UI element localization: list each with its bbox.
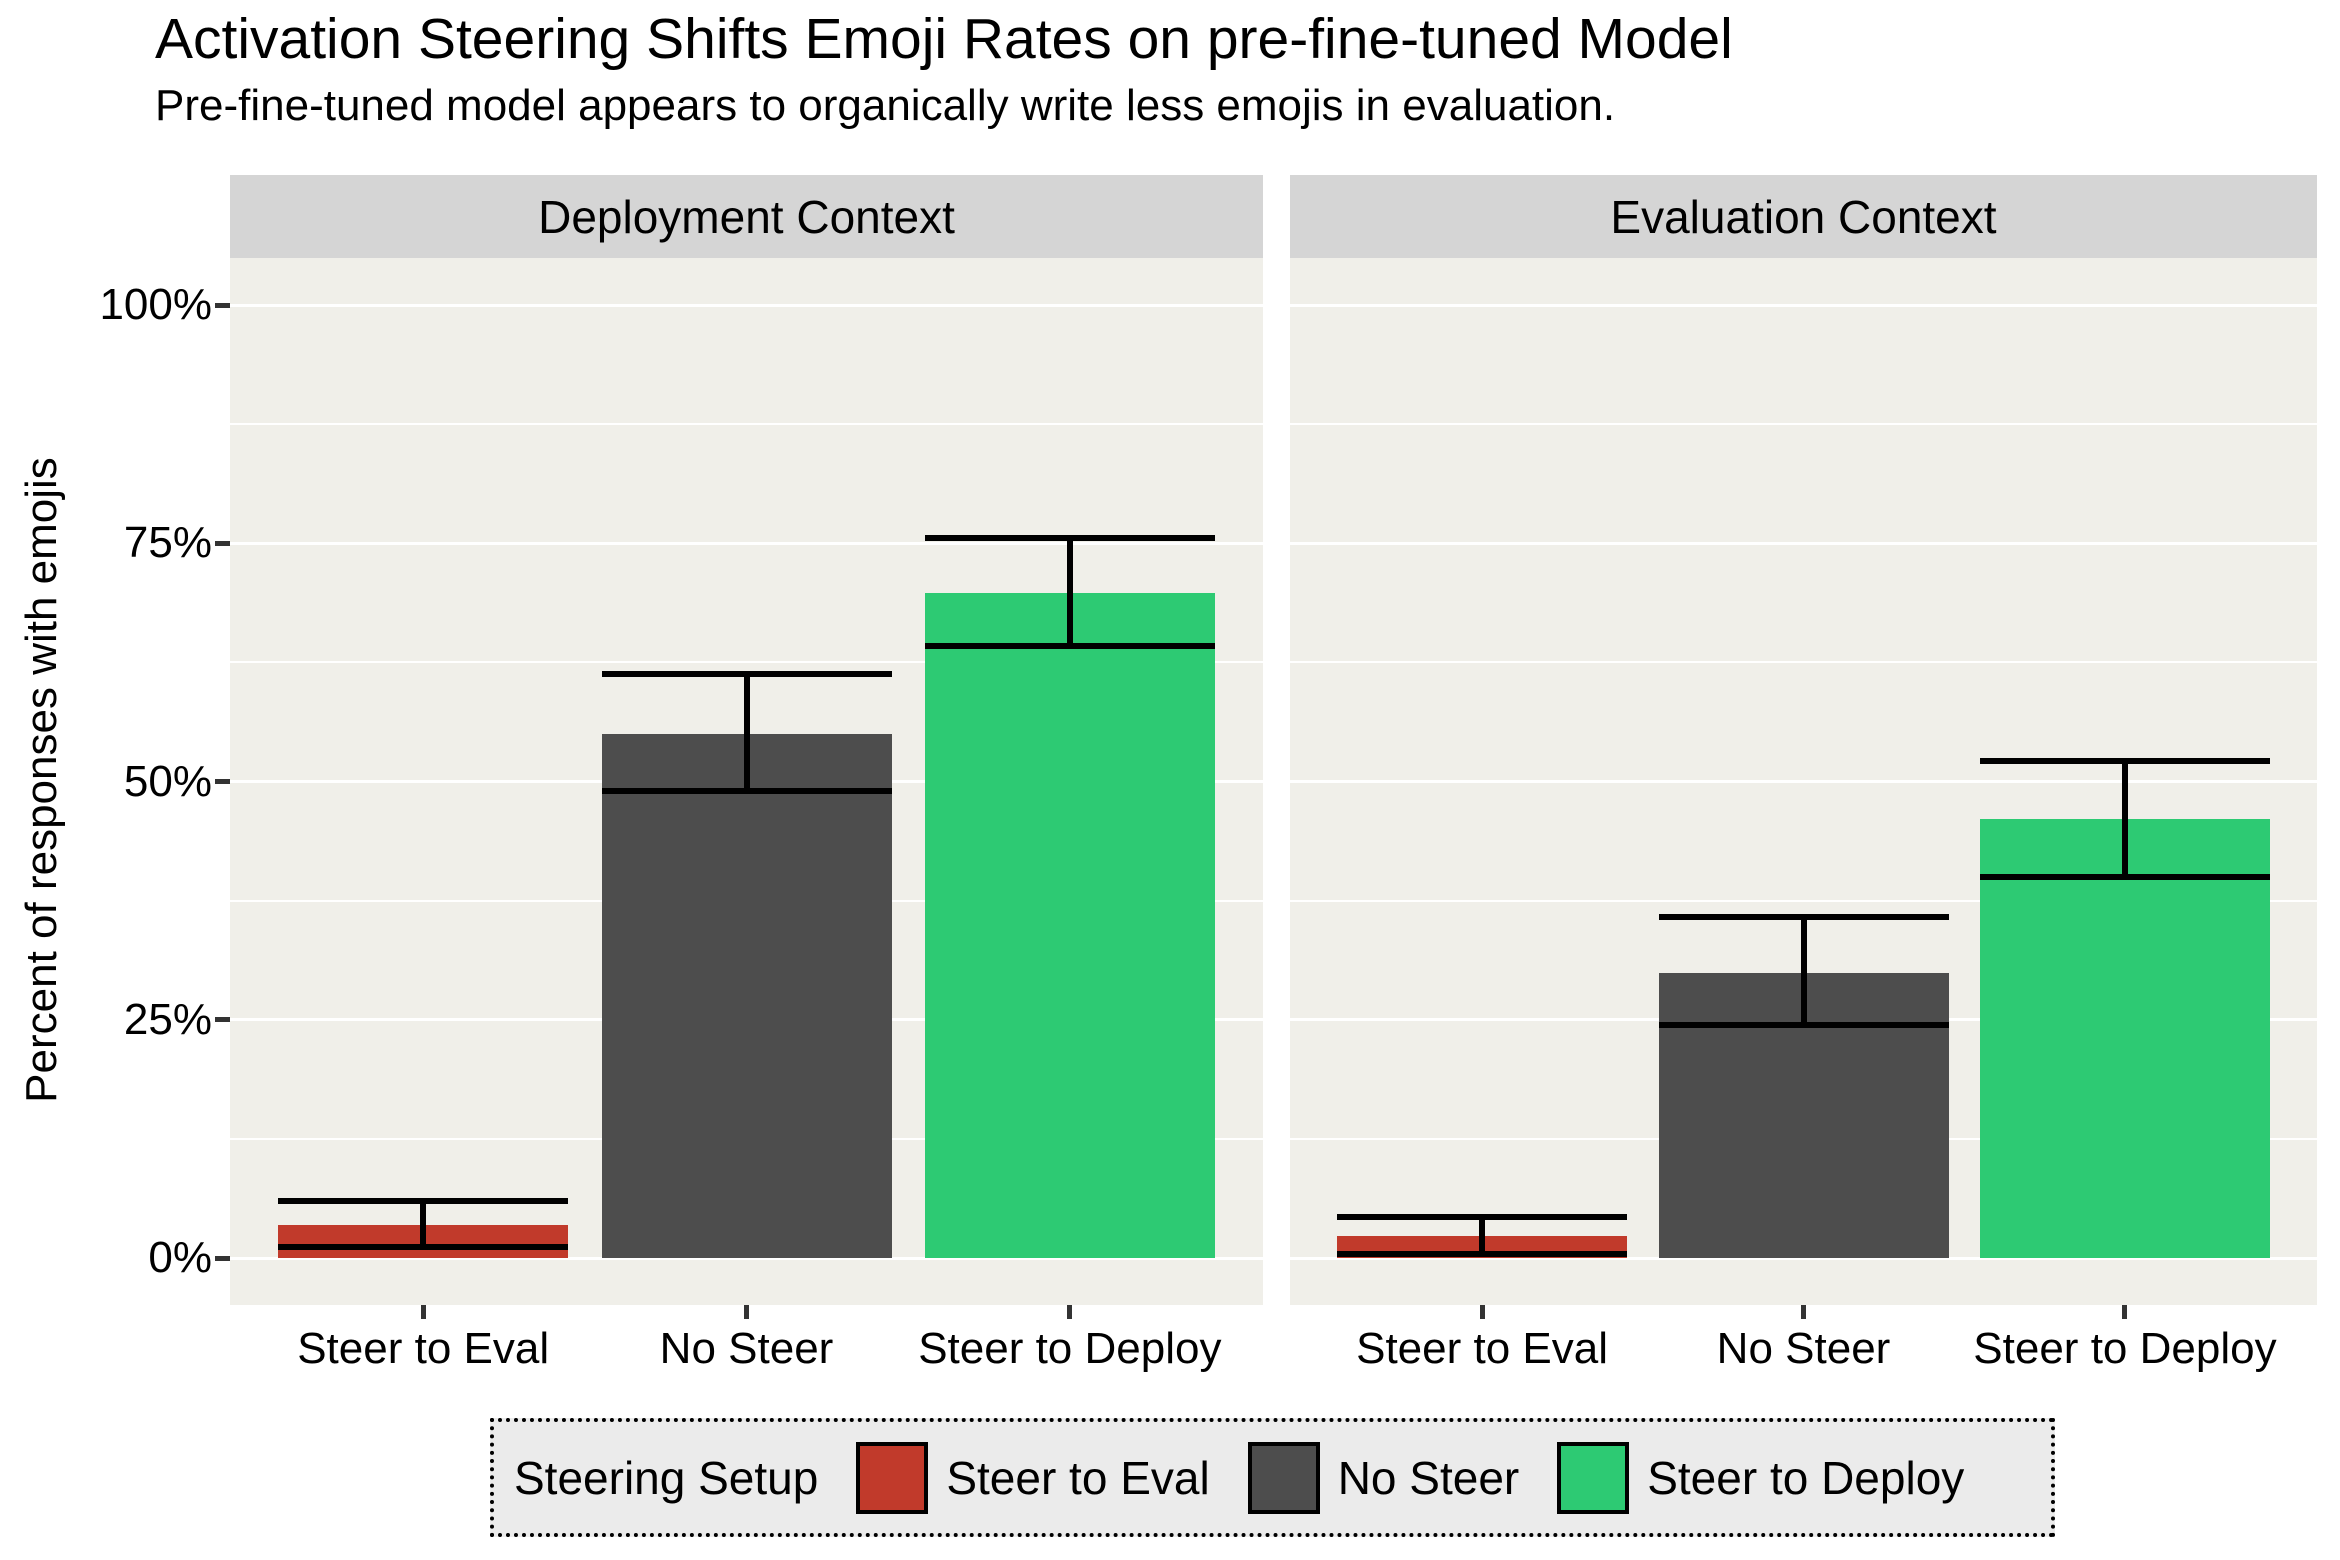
major-gridline <box>230 303 1263 307</box>
error-bar-line <box>420 1200 427 1247</box>
y-tick-label: 75% <box>123 518 212 568</box>
x-tick-label: Steer to Eval <box>1356 1324 1608 1373</box>
plot-panel-deployment <box>230 258 1263 1305</box>
x-tick-label: No Steer <box>659 1324 834 1373</box>
x-axis-tick <box>744 1305 749 1319</box>
legend-label: Steer to Deploy <box>1647 1451 1965 1504</box>
y-tick-label: 50% <box>123 756 212 806</box>
bar-steer-to-deploy <box>924 592 1215 1258</box>
x-axis-tick <box>2122 1305 2128 1319</box>
major-gridline <box>230 541 1263 545</box>
y-tick-label: 25% <box>123 994 212 1044</box>
bar-no-steer <box>601 733 892 1258</box>
facet-strip-deployment: Deployment Context <box>230 175 1263 258</box>
error-bar-line <box>1800 916 1807 1026</box>
plot-panel-evaluation <box>1290 258 2317 1305</box>
major-gridline <box>1290 1256 2317 1260</box>
y-axis-tick <box>215 302 230 308</box>
major-gridline <box>1290 780 2317 783</box>
legend-item-steer-to-deploy: Steer to Deploy <box>1557 1441 1965 1514</box>
error-bar-line <box>743 673 750 792</box>
minor-gridline <box>1290 661 2317 664</box>
error-bar-cap-top <box>278 1197 569 1204</box>
error-bar-cap-top <box>1979 757 2270 764</box>
bar-steer-to-deploy <box>1979 818 2270 1258</box>
error-bar-cap-top <box>601 670 892 677</box>
y-tick-label: 0% <box>148 1233 212 1282</box>
error-bar-cap-bottom <box>1658 1022 1949 1029</box>
legend-box: Steering Setup Steer to Eval No Steer St… <box>490 1418 2055 1537</box>
chart-title: Activation Steering Shifts Emoji Rates o… <box>155 7 1733 71</box>
error-bar-cap-top <box>1658 913 1949 920</box>
legend-title: Steering Setup <box>514 1451 819 1504</box>
chart-subtitle: Pre-fine-tuned model appears to organica… <box>155 81 1616 130</box>
x-tick-label: Steer to Deploy <box>918 1324 1222 1373</box>
major-gridline <box>1290 541 2317 545</box>
minor-gridline <box>230 423 1263 426</box>
x-axis-tick <box>1801 1305 1806 1319</box>
error-bar-cap-bottom <box>601 788 892 795</box>
facet-strip-evaluation: Evaluation Context <box>1290 175 2317 258</box>
x-axis-tick <box>420 1305 426 1319</box>
y-axis-tick <box>215 540 230 546</box>
legend-label: Steer to Eval <box>946 1451 1210 1504</box>
x-tick-label: No Steer <box>1716 1324 1891 1373</box>
error-bar-cap-bottom <box>1979 873 2270 880</box>
y-tick-label: 100% <box>99 280 212 329</box>
x-tick-label: Steer to Eval <box>297 1324 550 1373</box>
legend-key-no-steer <box>1247 1441 1320 1514</box>
error-bar-line <box>1479 1217 1486 1255</box>
legend-item-steer-to-eval: Steer to Eval <box>856 1441 1210 1514</box>
minor-gridline <box>1290 423 2317 426</box>
y-axis-tick <box>215 1255 230 1261</box>
major-gridline <box>230 1256 1263 1260</box>
major-gridline <box>1290 303 2317 307</box>
error-bar-cap-bottom <box>278 1243 569 1250</box>
error-bar-line <box>2121 760 2128 877</box>
minor-gridline <box>1290 899 2317 902</box>
x-axis-tick <box>1067 1305 1073 1319</box>
error-bar-cap-bottom <box>1337 1251 1628 1258</box>
legend-key-steer-to-eval <box>856 1441 929 1514</box>
facet-strip-label: Deployment Context <box>538 190 955 243</box>
error-bar-cap-bottom <box>924 643 1215 650</box>
error-bar-cap-top <box>924 534 1215 541</box>
legend-item-no-steer: No Steer <box>1247 1441 1520 1514</box>
legend-key-steer-to-deploy <box>1557 1441 1630 1514</box>
x-tick-label: Steer to Deploy <box>1973 1324 2277 1373</box>
y-axis-tick <box>215 1017 230 1023</box>
error-bar-line <box>1066 537 1073 647</box>
legend-label: No Steer <box>1337 1451 1520 1504</box>
y-axis-tick <box>215 779 230 784</box>
minor-gridline <box>230 661 1263 664</box>
x-axis-tick <box>1479 1305 1485 1319</box>
facet-strip-label: Evaluation Context <box>1610 190 1997 243</box>
error-bar-cap-top <box>1337 1214 1628 1221</box>
